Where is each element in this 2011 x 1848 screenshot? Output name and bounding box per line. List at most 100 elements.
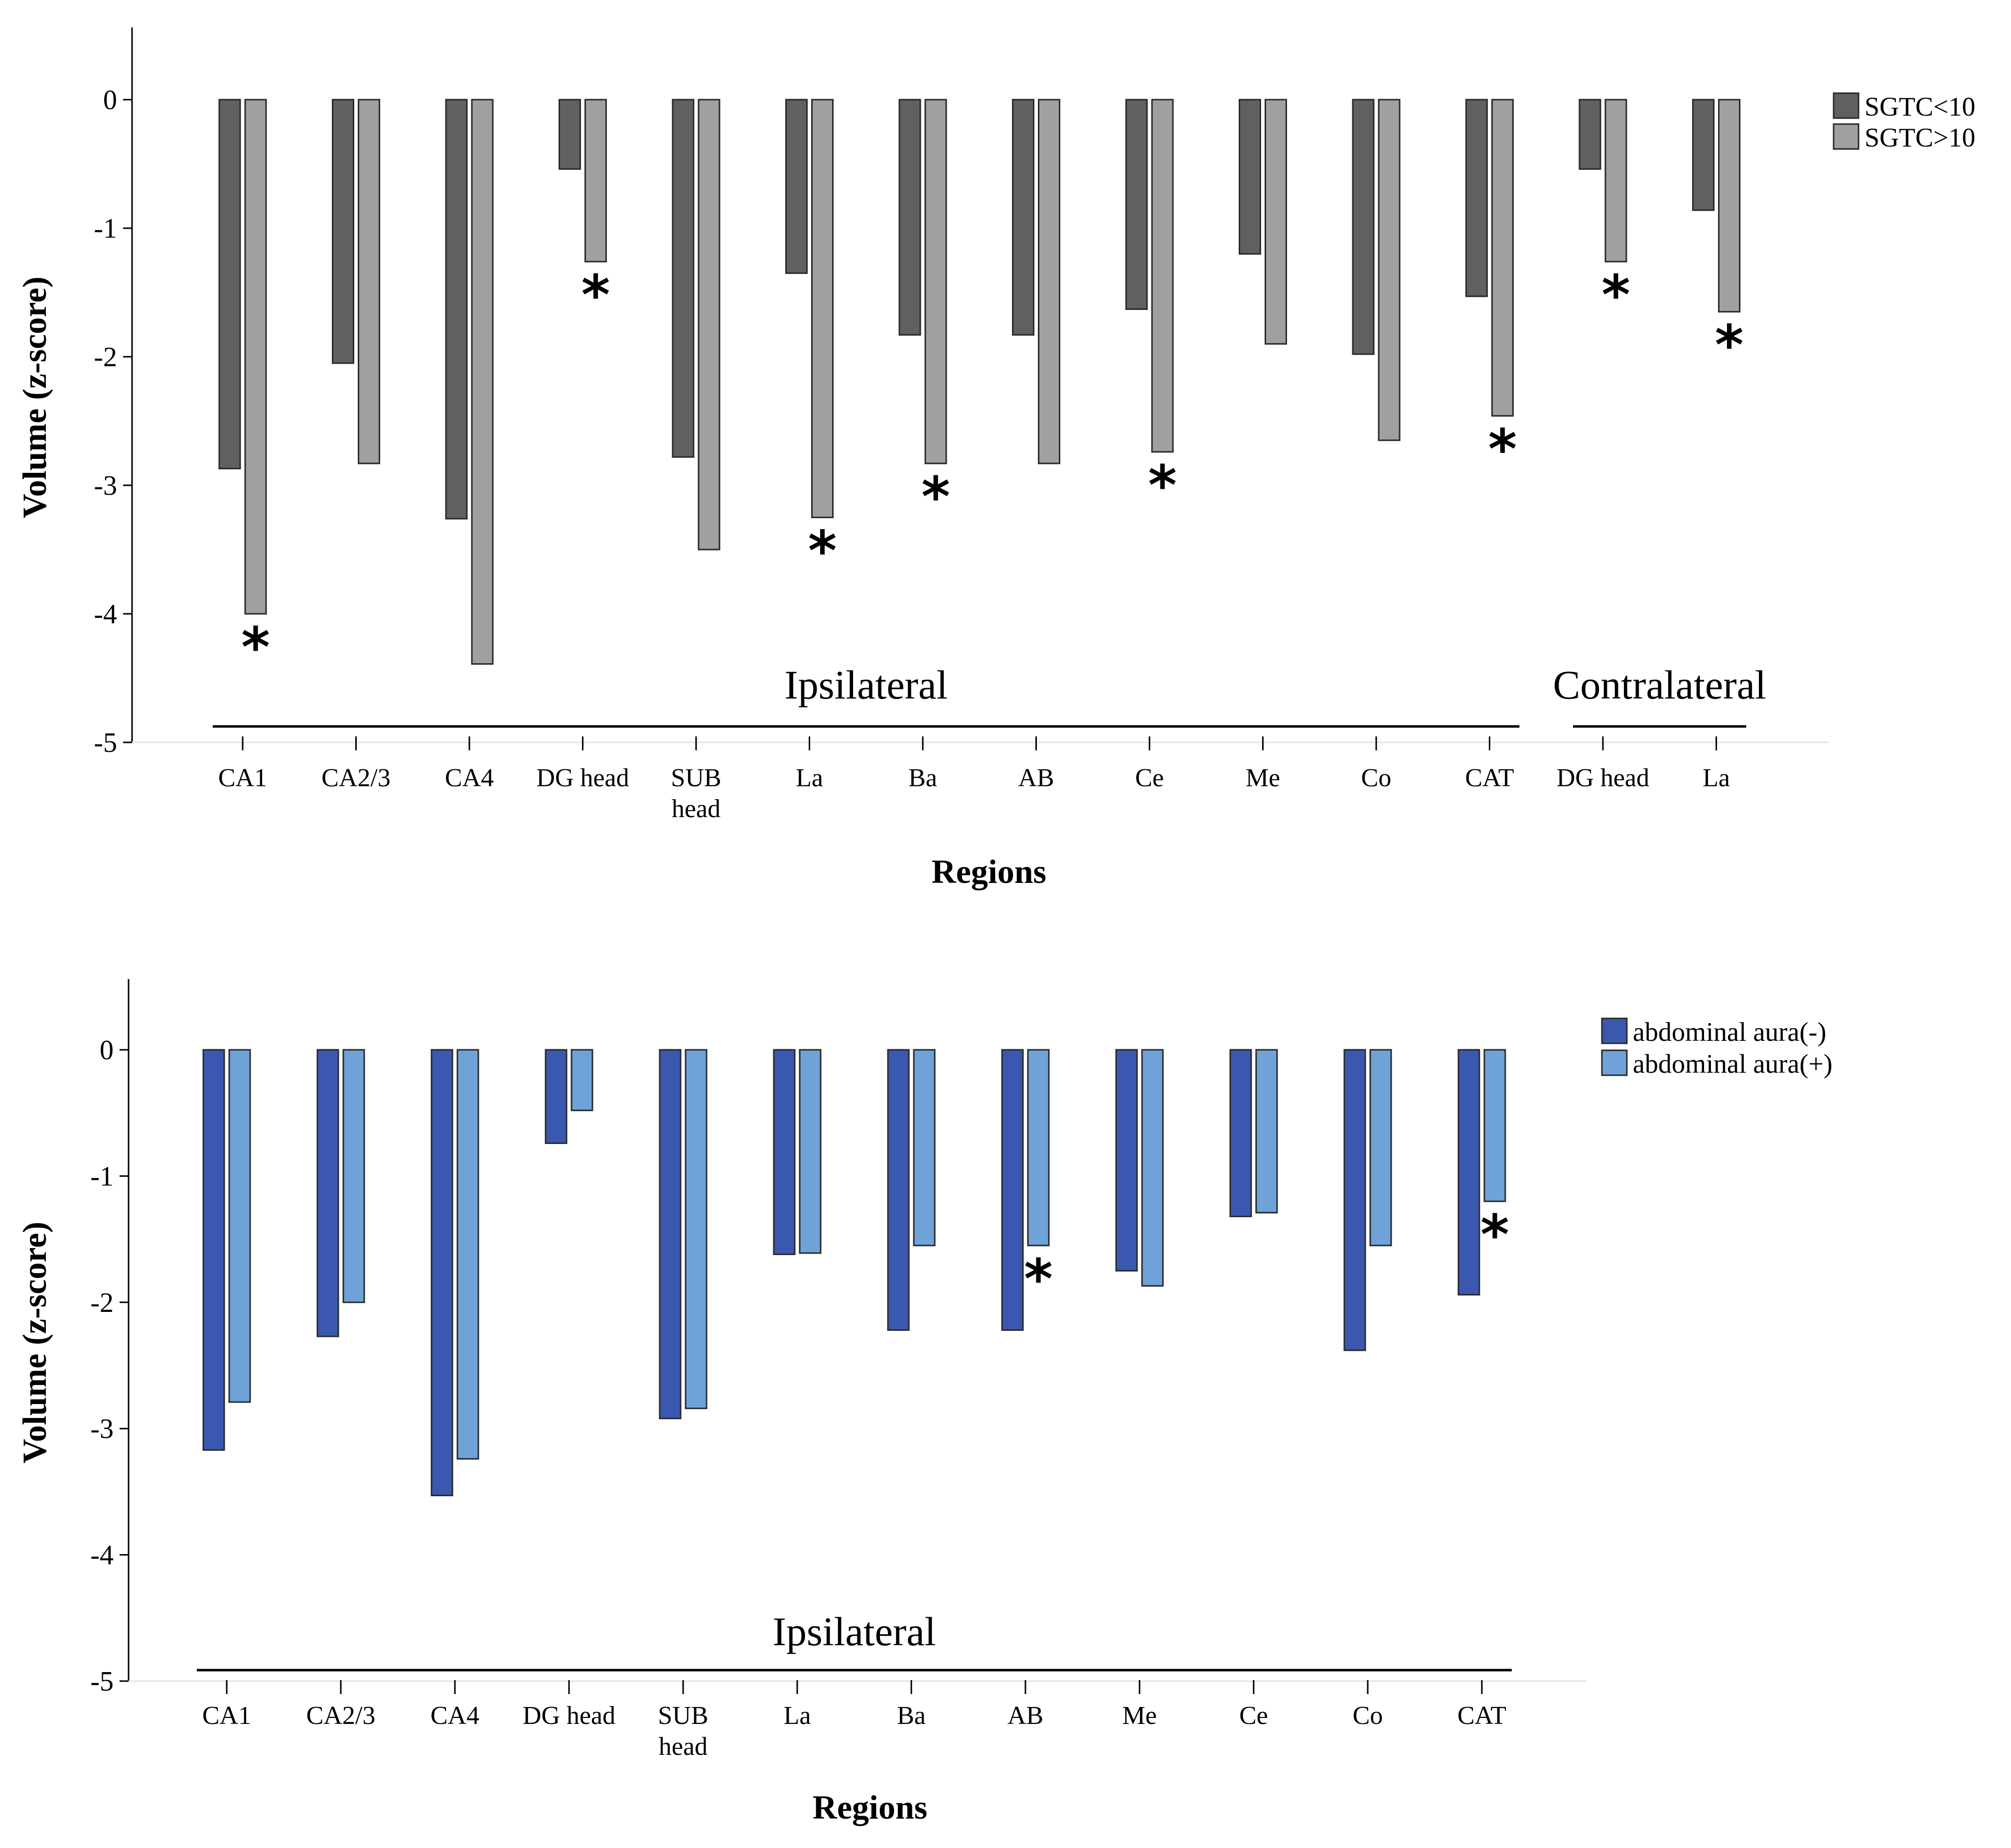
y-tick-label: 0 <box>103 85 117 116</box>
legend-swatch-sgtc-10 <box>1833 123 1860 150</box>
bar-abdominal-aura-ab <box>1001 1049 1024 1331</box>
bar-abdominal-aura-cat <box>1457 1049 1480 1296</box>
bar-abdominal-aura-ce <box>1255 1049 1278 1214</box>
bar-sgtc-10-la <box>1718 99 1740 313</box>
y-axis-title: Volume (z-score) <box>15 277 53 518</box>
y-tick-label: 0 <box>100 1035 114 1066</box>
bar-abdominal-aura-ca4 <box>431 1049 453 1497</box>
bar-sgtc-10-ab <box>1012 99 1034 336</box>
y-tick-label: -2 <box>90 1287 114 1318</box>
bar-abdominal-aura-dg-head <box>545 1049 568 1144</box>
category-label-co: Co <box>1361 764 1392 792</box>
bar-abdominal-aura-dg-head <box>571 1049 593 1112</box>
bar-abdominal-aura-ca2-3 <box>316 1049 339 1337</box>
category-label-ca1: CA1 <box>202 1702 251 1730</box>
y-tick-label: -4 <box>94 599 117 630</box>
bar-sgtc-10-cat <box>1491 99 1514 417</box>
bar-sgtc-10-la <box>785 99 808 274</box>
bar-abdominal-aura-co <box>1343 1049 1366 1351</box>
category-label-cat: CAT <box>1457 1702 1506 1730</box>
category-label-ce: Ce <box>1135 764 1164 792</box>
significance-mark: * <box>1715 313 1744 377</box>
chart-abdominal-aura: 0 -1 -2 -3 -4 -5 Volume (z-score) CA1 CA2/3 CA4 DG… <box>15 979 1833 1826</box>
category-label-ab: AB <box>1007 1702 1043 1730</box>
bar-sgtc-10-ce <box>1151 99 1174 453</box>
legend-label-abdominal-aura: abdominal aura(-) <box>1633 1017 1826 1047</box>
category-label-ba: Ba <box>908 764 937 792</box>
category-label-ca2-3: CA2/3 <box>321 764 391 792</box>
bar-sgtc-10-dg-head <box>559 99 581 170</box>
bar-abdominal-aura-la <box>773 1049 796 1256</box>
significance-mark: * <box>808 519 837 583</box>
category-label-ca1: CA1 <box>218 764 267 792</box>
bar-sgtc-10-ca4 <box>471 99 494 665</box>
category-label-sub-head: SUB <box>671 764 721 792</box>
y-tick-label: -3 <box>94 470 117 501</box>
legend-label-abdominal-aura: abdominal aura(+) <box>1633 1049 1833 1079</box>
category-label-sub-head: head <box>672 795 720 823</box>
category-label-cat: CAT <box>1465 764 1514 792</box>
category-label-dg-head: DG head <box>523 1702 615 1730</box>
bar-abdominal-aura-ce <box>1229 1049 1252 1217</box>
category-label-me: Me <box>1122 1702 1156 1730</box>
bar-sgtc-10-ba <box>898 99 921 336</box>
category-label-la: La <box>1703 764 1730 792</box>
significance-mark: * <box>1488 418 1517 481</box>
bar-abdominal-aura-sub-head <box>685 1049 708 1410</box>
bar-abdominal-aura-ca2-3 <box>342 1049 365 1303</box>
bar-abdominal-aura-ca1 <box>228 1049 251 1403</box>
y-tick-label: -5 <box>90 1666 114 1697</box>
bar-abdominal-aura-ba <box>913 1049 936 1247</box>
bar-sgtc-10-co <box>1352 99 1375 355</box>
category-label-sub-head: head <box>659 1732 708 1761</box>
bar-sgtc-10-ce <box>1125 99 1148 310</box>
bar-abdominal-aura-me <box>1141 1049 1164 1287</box>
chart-sgtc: 0 -1 -2 -3 -4 -5 Volume (z-score) * CA1 CA2/3 CA4 *… <box>15 27 1976 890</box>
category-label-ba: Ba <box>897 1702 926 1730</box>
legend-swatch-sgtc-10 <box>1833 92 1860 119</box>
bar-abdominal-aura-me <box>1115 1049 1138 1272</box>
y-tick-label: -1 <box>90 1161 114 1192</box>
significance-mark: * <box>1480 1203 1509 1267</box>
bar-sgtc-10-me <box>1239 99 1261 255</box>
category-label-ab: AB <box>1018 764 1054 792</box>
x-axis-title: Regions <box>932 853 1046 890</box>
bar-abdominal-aura-cat <box>1483 1049 1506 1202</box>
bar-sgtc-10-ca1 <box>244 99 267 615</box>
bar-sgtc-10-ca2-3 <box>332 99 354 364</box>
x-axis-title: Regions <box>813 1788 927 1826</box>
y-tick-label: -2 <box>94 342 117 373</box>
category-label-la: La <box>784 1702 811 1730</box>
category-label-ca4: CA4 <box>431 1702 479 1730</box>
y-axis-title: Volume (z-score) <box>15 1222 53 1463</box>
bar-abdominal-aura-co <box>1369 1049 1392 1247</box>
bar-sgtc-10-ba <box>924 99 947 464</box>
bar-sgtc-10-ab <box>1038 99 1060 464</box>
significance-mark: * <box>921 465 950 529</box>
bar-sgtc-10-sub-head <box>672 99 695 458</box>
legend-swatch-abdominal-aura <box>1601 1049 1628 1076</box>
y-tick-label: -4 <box>90 1540 114 1571</box>
bar-sgtc-10-cat <box>1465 99 1488 297</box>
bar-sgtc-10-la <box>1692 99 1715 211</box>
group-label-contralateral: Contralateral <box>1553 662 1766 708</box>
category-label-ce: Ce <box>1239 1702 1268 1730</box>
category-label-sub-head: SUB <box>658 1702 708 1730</box>
significance-mark: * <box>1148 453 1177 517</box>
significance-mark: * <box>241 615 270 679</box>
bar-abdominal-aura-la <box>799 1049 822 1254</box>
legend-swatch-abdominal-aura <box>1601 1017 1628 1044</box>
category-label-co: Co <box>1353 1702 1383 1730</box>
group-label-ipsilateral: Ipsilateral <box>784 662 948 708</box>
category-label-la: La <box>796 764 823 792</box>
bar-sgtc-10-dg-head <box>584 99 607 263</box>
category-label-dg-head: DG head <box>1557 764 1649 792</box>
category-label-dg-head: DG head <box>536 764 629 792</box>
category-label-ca2-3: CA2/3 <box>306 1702 376 1730</box>
bar-sgtc-10-ca2-3 <box>358 99 380 464</box>
y-tick-label: -3 <box>90 1414 114 1444</box>
bar-sgtc-10-ca1 <box>218 99 241 469</box>
bar-sgtc-10-me <box>1265 99 1287 345</box>
group-label-ipsilateral: Ipsilateral <box>773 1609 936 1654</box>
